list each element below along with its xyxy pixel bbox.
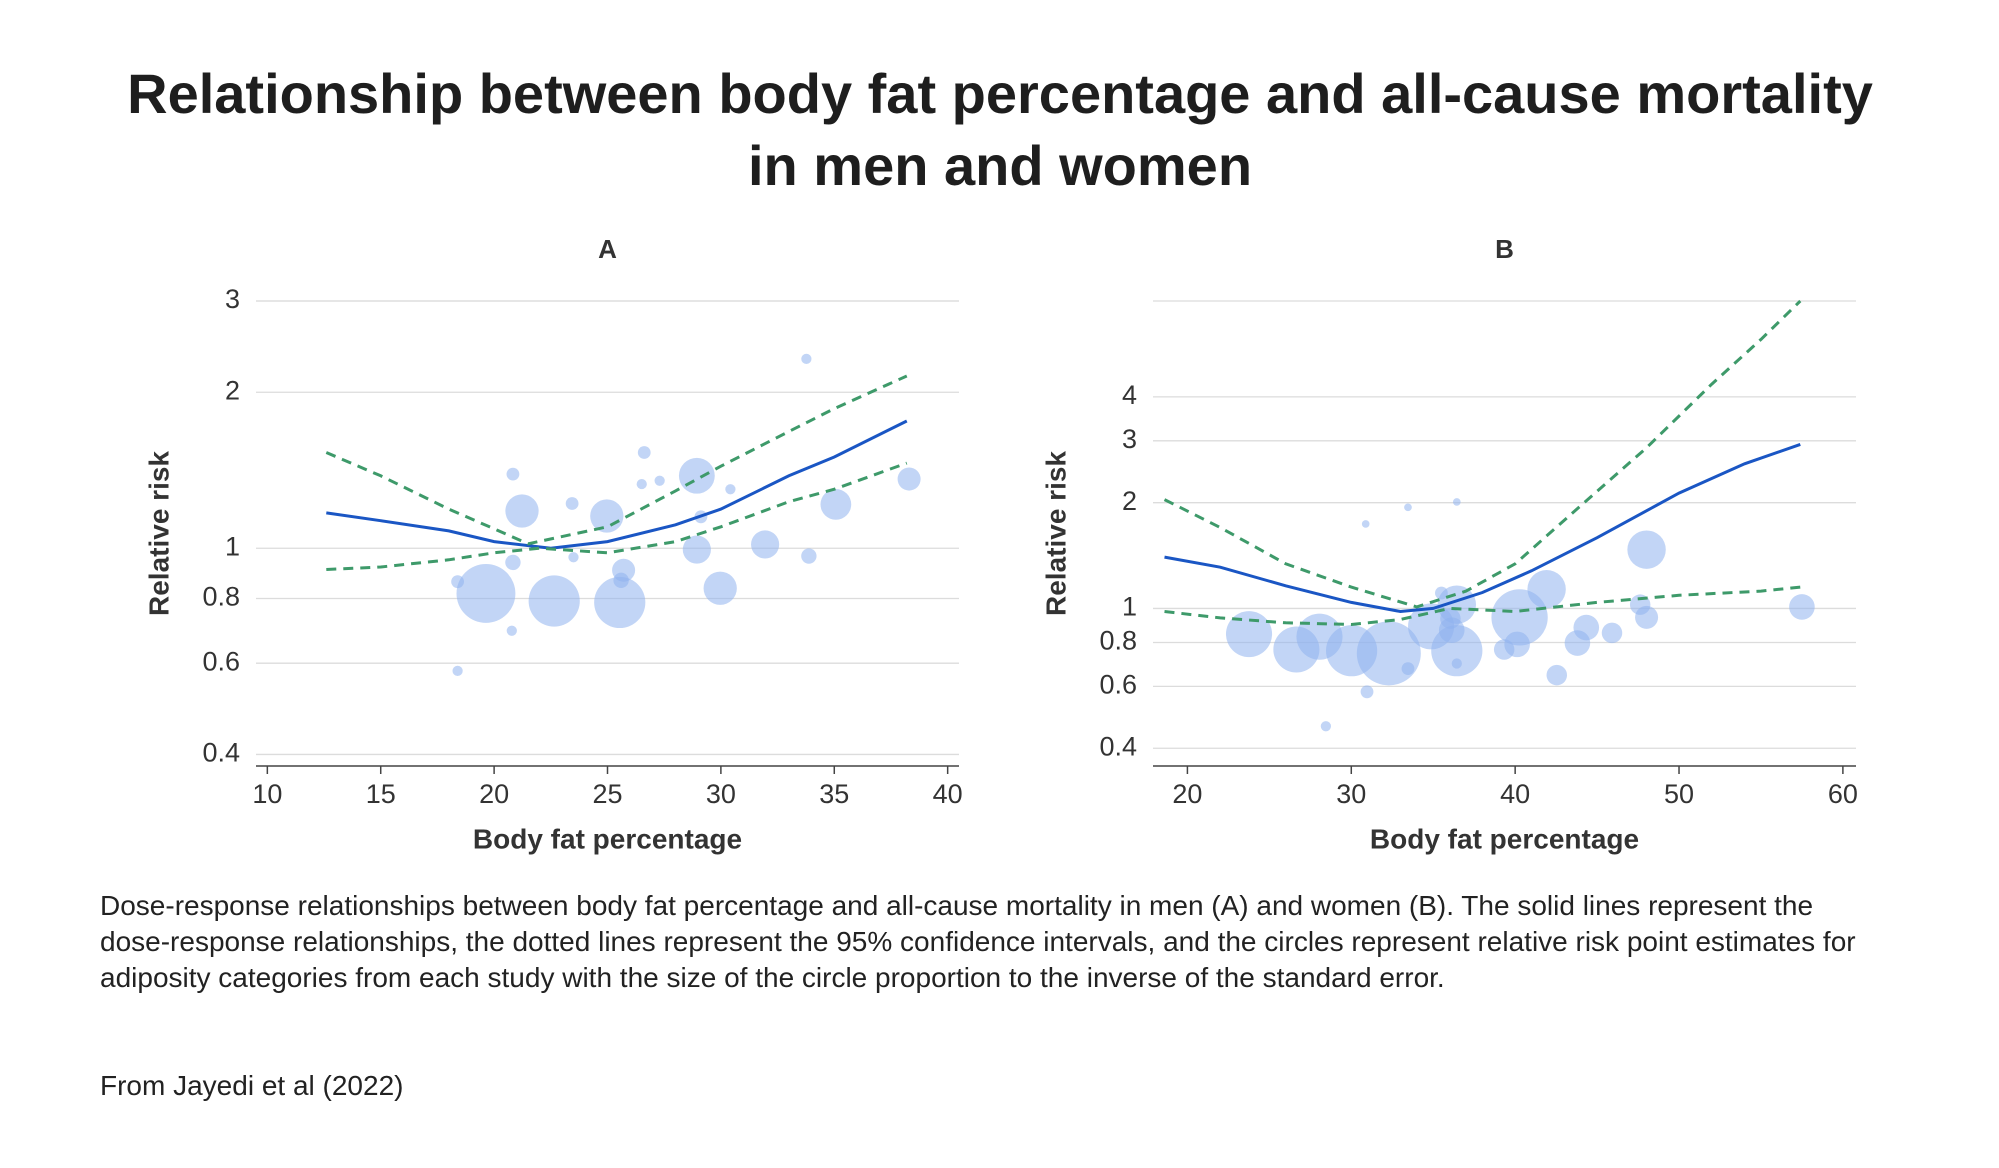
panel-title: A — [598, 234, 617, 264]
bubble — [1546, 664, 1568, 686]
x-tick-label: 30 — [706, 779, 736, 809]
bubble — [682, 535, 711, 564]
fit-line — [1164, 442, 1801, 614]
ci-line — [1164, 585, 1801, 627]
bubble — [565, 497, 579, 510]
bubble — [451, 575, 465, 589]
x-tick-label: 60 — [1828, 779, 1858, 809]
bubble — [820, 489, 852, 520]
bubble — [452, 665, 463, 676]
bubble — [725, 484, 736, 495]
y-tick-label: 3 — [225, 284, 240, 314]
bubble — [506, 625, 517, 636]
bubble — [1361, 520, 1370, 528]
bubble — [1225, 611, 1273, 658]
bubble — [1573, 614, 1600, 641]
y-axis-label: Relative risk — [143, 451, 174, 616]
x-tick-label: 15 — [366, 779, 396, 809]
x-axis-label: Body fat percentage — [1370, 823, 1639, 854]
bubble — [613, 572, 629, 589]
bubble — [1360, 685, 1374, 699]
x-tick-label: 30 — [1336, 779, 1366, 809]
bubble — [703, 571, 737, 605]
fit-line — [326, 419, 908, 550]
y-tick-label: 0.6 — [202, 646, 240, 676]
y-tick-label: 0.6 — [1099, 669, 1137, 699]
x-tick-label: 40 — [933, 779, 963, 809]
chart: A 0.4 0.6 0.8 1 2 3 10 15 20 25 30 35 40 Body fat perc… — [143, 234, 1858, 855]
bubble — [801, 548, 817, 564]
page-title: Relationship between body fat percentage… — [127, 62, 1873, 197]
bubble — [1401, 662, 1415, 676]
bubble — [1440, 608, 1461, 629]
bubble — [505, 494, 539, 528]
x-tick-label: 10 — [252, 779, 282, 809]
y-tick-label: 4 — [1122, 380, 1137, 410]
bubble — [456, 564, 516, 623]
bubble — [590, 499, 624, 533]
bubble — [528, 575, 580, 627]
bubble — [1451, 658, 1462, 669]
bubble — [801, 353, 812, 364]
ci-line — [325, 374, 908, 546]
bubble — [897, 467, 921, 491]
y-tick-label: 3 — [1122, 424, 1137, 454]
y-tick-label: 0.4 — [1099, 731, 1137, 761]
bubble — [1320, 721, 1332, 732]
bubble — [1601, 622, 1623, 644]
y-tick-label: 2 — [1122, 486, 1137, 516]
bubble — [594, 576, 646, 629]
y-tick-label: 0.8 — [1099, 626, 1137, 656]
bubble — [637, 446, 651, 459]
y-tick-label: 0.4 — [202, 738, 240, 768]
x-tick-label: 25 — [592, 779, 622, 809]
x-tick-label: 20 — [479, 779, 509, 809]
bubble — [636, 478, 647, 490]
x-tick-label: 50 — [1664, 779, 1694, 809]
bubble — [1527, 570, 1566, 609]
bubble — [1435, 586, 1448, 600]
ci-line — [1163, 299, 1802, 609]
caption: Dose-response relationships between body… — [100, 890, 1856, 993]
bubble — [505, 554, 521, 571]
y-tick-label: 1 — [225, 531, 240, 561]
y-tick-label: 0.8 — [202, 582, 240, 612]
panel-title: B — [1495, 234, 1514, 264]
bubble — [751, 530, 780, 559]
bubble — [1627, 530, 1666, 569]
bubble — [678, 457, 715, 494]
x-tick-label: 35 — [819, 779, 849, 809]
x-tick-label: 20 — [1172, 779, 1202, 809]
bubble — [1452, 498, 1461, 506]
bubble — [568, 552, 579, 563]
bubble — [1493, 639, 1515, 660]
bubble — [506, 467, 520, 481]
bubble — [1635, 605, 1659, 629]
source: From Jayedi et al (2022) — [100, 1070, 404, 1101]
bubble — [654, 475, 665, 486]
x-axis-label: Body fat percentage — [473, 823, 742, 854]
bubble — [1789, 594, 1815, 620]
y-tick-label: 2 — [225, 375, 240, 405]
x-tick-label: 40 — [1500, 779, 1530, 809]
bubble — [1404, 503, 1412, 512]
y-axis-label: Relative risk — [1040, 451, 1071, 616]
y-tick-label: 1 — [1122, 592, 1137, 622]
